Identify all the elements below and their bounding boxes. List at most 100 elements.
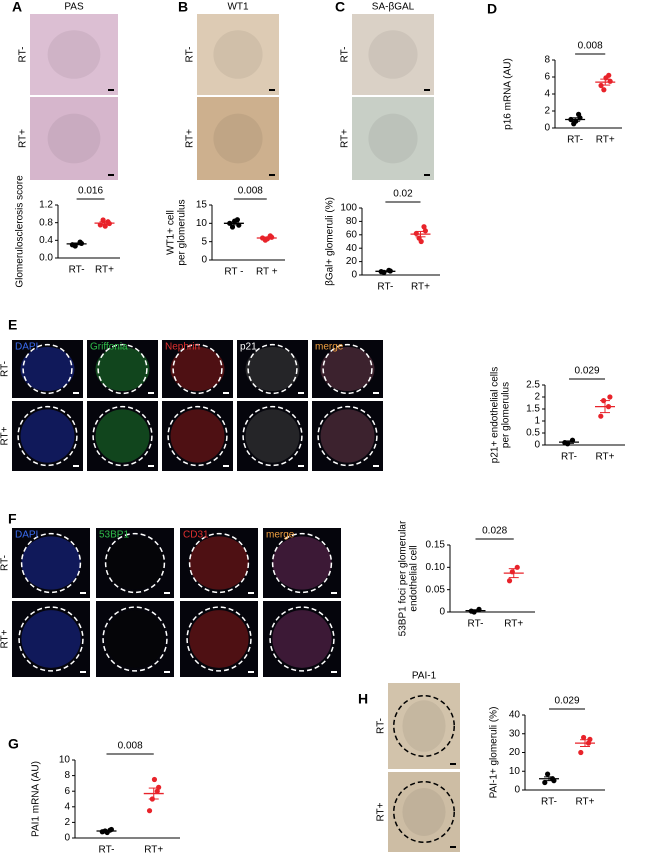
row-label: RT- — [0, 555, 11, 571]
p-value: 0.016 — [78, 186, 103, 197]
dashed-circle — [92, 405, 153, 467]
y-tick-label: 4 — [64, 801, 70, 812]
stain — [95, 409, 150, 463]
row-label: RT- — [376, 718, 387, 734]
stain — [105, 536, 165, 590]
error-bar — [470, 609, 481, 613]
data-point — [578, 749, 584, 756]
y-axis-label: PAI1 mRNA (AU) — [31, 761, 42, 837]
x-tick-label: RT+ — [95, 265, 114, 276]
panel-letter: F — [8, 511, 17, 527]
channel-label: Nephrin — [165, 342, 200, 353]
channel-label: p21 — [240, 342, 257, 353]
error-bar — [380, 270, 391, 273]
dashed-circle — [269, 606, 335, 672]
micrograph — [352, 97, 434, 180]
y-tick-label: 1.5 — [526, 404, 540, 415]
x-tick-label: RT+ — [596, 135, 615, 146]
x-tick-label: RT- — [468, 619, 484, 630]
stain — [170, 346, 225, 392]
y-axis-label: PAI-1+ glomeruli (%) — [489, 707, 500, 799]
x-tick-label: RT+ — [411, 282, 430, 293]
y-tick-label: 30 — [509, 728, 521, 739]
micrograph — [197, 14, 279, 95]
dashed-circle — [247, 343, 298, 395]
y-tick-label: 2.5 — [526, 380, 540, 391]
data-point — [601, 87, 607, 93]
stain — [272, 610, 332, 668]
stain — [320, 346, 375, 392]
x-tick-label: RT- — [567, 135, 583, 146]
y-axis-label: per glomerulus — [177, 199, 188, 265]
x-tick-label: RT+ — [596, 452, 615, 463]
y-tick-label: 6 — [544, 72, 550, 83]
y-tick-label: 0 — [439, 607, 445, 618]
dashed-circle — [18, 606, 84, 672]
dashed-circle — [393, 695, 455, 757]
row-label: RT+ — [185, 129, 196, 148]
stain-label: PAS — [64, 2, 84, 13]
data-point — [421, 224, 427, 230]
y-tick-label: 6 — [64, 786, 70, 797]
error-bar — [228, 221, 239, 226]
stain — [105, 610, 165, 668]
dashed-circle — [104, 532, 166, 594]
y-tick-label: 1.2 — [39, 200, 53, 211]
stain — [272, 536, 332, 590]
stain — [21, 536, 81, 590]
micrograph — [197, 97, 279, 180]
y-tick-label: 10 — [509, 766, 521, 777]
p-value: 0.029 — [574, 366, 599, 377]
data-point — [607, 394, 613, 400]
data-point — [151, 776, 158, 783]
y-tick-label: 0 — [64, 833, 70, 844]
channel-label: DAPI — [15, 530, 38, 541]
dashed-circle — [20, 532, 82, 594]
y-tick-label: 0.10 — [426, 562, 446, 573]
error-bar — [99, 221, 110, 225]
y-tick-label: 10 — [196, 218, 208, 229]
dashed-circle — [322, 343, 373, 395]
data-point — [545, 771, 551, 777]
y-axis-label: p16 mRNA (AU) — [503, 58, 514, 130]
y-axis-label: 53BP1 foci per glomerular — [398, 520, 409, 636]
p-value: 0.028 — [482, 526, 507, 537]
y-axis-label: p21+ endothelial cells — [490, 367, 501, 463]
micrograph — [352, 14, 434, 95]
error-bar — [600, 400, 610, 414]
x-tick-label: RT- — [377, 282, 393, 293]
panel-letter: E — [8, 317, 17, 333]
glomerulus — [368, 30, 418, 79]
x-tick-label: RT - — [224, 267, 243, 278]
y-tick-label: 80 — [346, 216, 358, 227]
y-tick-label: 0 — [351, 270, 357, 281]
p-value: 0.02 — [393, 189, 413, 200]
error-bar — [148, 787, 159, 800]
panel-letter: A — [12, 0, 22, 15]
panel-letter: C — [335, 0, 345, 15]
row-label: RT- — [18, 47, 29, 63]
error-bar — [261, 236, 272, 240]
y-tick-label: 8 — [544, 55, 550, 66]
y-tick-label: 5 — [201, 236, 207, 247]
stain — [95, 346, 150, 392]
micrograph — [30, 97, 118, 180]
micrograph — [30, 14, 118, 95]
p-value: 0.029 — [554, 696, 579, 707]
stain-label: PAI-1 — [412, 671, 437, 682]
y-axis-label: βGal+ glomeruli (%) — [325, 197, 336, 286]
row-label: RT+ — [340, 129, 351, 148]
data-point — [232, 218, 238, 224]
y-tick-label: 10 — [59, 755, 71, 766]
data-point — [542, 779, 548, 786]
row-label: RT- — [0, 361, 11, 377]
channel-label: CD31 — [183, 530, 209, 541]
stain — [189, 610, 249, 668]
micrograph — [388, 772, 460, 852]
glomerulus — [213, 113, 263, 164]
stain — [320, 409, 375, 463]
p-value: 0.008 — [238, 186, 263, 197]
y-tick-label: 20 — [346, 256, 358, 267]
y-axis-label: per glomerulus — [501, 382, 512, 448]
